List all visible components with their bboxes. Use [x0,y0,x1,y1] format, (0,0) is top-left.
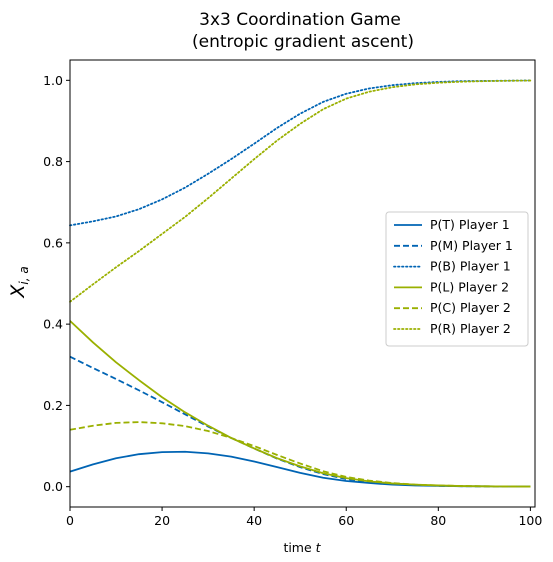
legend-label-6: P(R) Player 2 [430,321,511,336]
x-tick-label: 0 [66,513,74,528]
y-tick-label: 0.4 [43,317,63,332]
legend-label-2: P(M) Player 1 [430,238,513,253]
y-tick-label: 0.0 [43,479,63,494]
y-tick-label: 0.2 [43,398,63,413]
plot-area: 0 20 40 60 80 100 0.0 0.2 0.4 0.6 0.8 1.0 [43,59,542,528]
x-tick-label: 40 [246,513,262,528]
x-axis-label-text: time [283,540,315,555]
y-axis-label-base: X [7,284,29,299]
x-tick-label: 20 [154,513,170,528]
legend-label-3: P(B) Player 1 [430,259,511,274]
series-line-6 [69,79,532,303]
legend-label-1: P(T) Player 1 [430,217,510,232]
legend-label-4: P(L) Player 2 [430,279,509,294]
series-line-3 [69,79,532,227]
chart-title-line1: 3x3 Coordination Game [199,10,401,30]
legend-label-5: P(C) Player 2 [430,300,511,315]
x-tick-label: 100 [518,513,542,528]
series-line-1 [69,450,531,488]
y-tick-label: 0.6 [43,235,63,250]
y-tick-label: 1.0 [43,73,63,88]
y-tick-label: 0.8 [43,154,63,169]
series-line-5 [69,421,531,488]
y-axis-label: Xi, a [7,266,31,298]
chart-title-line2: (entropic gradient ascent) [192,32,414,52]
x-tick-label: 80 [430,513,446,528]
x-axis-label: time t [283,540,321,555]
x-axis-label-variable: t [316,540,322,555]
legend: P(T) Player 1 P(M) Player 1 P(B) Player 1 P… [385,211,529,347]
x-tick-label: 60 [338,513,354,528]
y-axis-label-subscript: i, a [17,266,31,284]
plot-frame [69,59,536,508]
